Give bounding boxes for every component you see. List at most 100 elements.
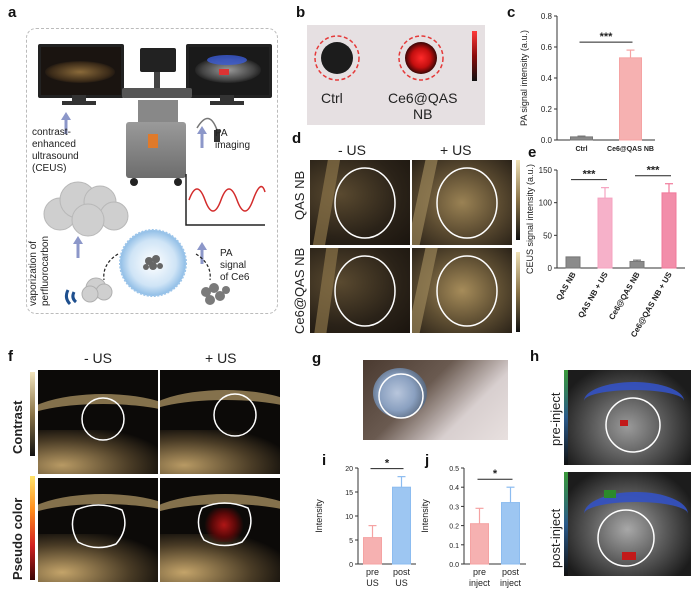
- monitor-pa: [186, 44, 272, 98]
- us-image-ce6-plus: [412, 248, 512, 333]
- x-tick-label: pre: [366, 567, 379, 577]
- row-label-qas-nb: QAS NB: [292, 170, 307, 220]
- x-tick-label: Ce6@QAS NB: [607, 270, 642, 321]
- panel-label-i: i: [322, 452, 327, 469]
- panel-label-f: f: [8, 348, 13, 365]
- schematic-frame: [26, 28, 278, 314]
- col-label-plus-us: + US: [205, 350, 237, 366]
- us-image-ce6-minus: [310, 248, 410, 333]
- bar: [570, 136, 593, 141]
- arrow-up-icon: [197, 126, 207, 148]
- arrow-up-icon: [197, 242, 207, 264]
- pa-colorbar: [472, 31, 477, 81]
- nanobubble-icon: [119, 229, 187, 297]
- contrast-colorbar: [30, 372, 35, 456]
- y-axis-label: CEUS signal intensity (a.u.): [525, 164, 535, 274]
- label-ctrl: Ctrl: [321, 90, 343, 106]
- y-tick-label: 0.0: [449, 562, 459, 569]
- panel-b-background: [307, 25, 485, 125]
- ctrl-sample-well: [314, 35, 360, 81]
- ce6-sample-well: [398, 35, 444, 81]
- significance-marker: *: [493, 468, 498, 480]
- chart-c: 0.0 0.2 0.4 0.6 0.8 PA signal intensity (a.u.…: [519, 12, 655, 153]
- x-tick-label: US: [395, 578, 408, 588]
- bar: [661, 192, 677, 269]
- x-tick-label: US: [366, 578, 379, 588]
- panel-label-e: e: [528, 144, 537, 161]
- label-vaporization: vaporization of perfluorocarbon: [28, 235, 51, 306]
- ceus-colorbar-top: [516, 160, 520, 240]
- label-pa-signal: PA signal of Ce6: [220, 248, 250, 283]
- y-tick-label: 0.6: [541, 43, 553, 52]
- panel-label-c: c: [507, 4, 516, 21]
- y-tick-label: 0.8: [541, 12, 553, 21]
- x-tick-label: inject: [469, 578, 491, 588]
- label-ce6-qas-nb: Ce6@QAS NB: [388, 90, 458, 122]
- y-tick-label: 150: [539, 166, 553, 175]
- significance-marker: ***: [583, 169, 597, 181]
- significance-marker: ***: [600, 31, 614, 43]
- us-image-qas-plus: [412, 160, 512, 245]
- y-axis-label: Intensity: [314, 499, 324, 533]
- x-tick-label: pre: [473, 567, 486, 577]
- y-tick-label: 0.5: [449, 466, 459, 473]
- panel-label-d: d: [292, 130, 302, 147]
- row-label-contrast: Contrast: [10, 400, 25, 454]
- arrow-up-icon: [61, 112, 71, 134]
- mouse-photo: [363, 360, 508, 440]
- us-image-pseudo-plus: [160, 478, 280, 582]
- col-label-plus-us: + US: [440, 142, 472, 158]
- us-image-qas-minus: [310, 160, 410, 245]
- bar: [363, 537, 382, 565]
- monitor-ceus: [38, 44, 124, 98]
- probe-cable: [196, 117, 220, 142]
- y-tick-label: 0: [349, 562, 353, 569]
- significance-marker: *: [385, 458, 390, 470]
- y-tick-label: 50: [543, 231, 552, 240]
- col-label-minus-us: - US: [338, 142, 366, 158]
- y-tick-label: 0.4: [541, 74, 553, 83]
- x-tick-label: QAS NB + US: [576, 270, 610, 320]
- x-tick-label: Ctrl: [575, 146, 587, 153]
- vaporized-bubble-icon: [64, 277, 113, 306]
- y-tick-label: 20: [345, 466, 353, 473]
- us-image-contrast-minus: [38, 370, 158, 474]
- us-image-contrast-plus: [160, 370, 280, 474]
- y-tick-label: 0.4: [449, 485, 459, 492]
- row-label-pseudo-color: Pseudo color: [10, 497, 25, 580]
- dashed-arrows: [103, 253, 211, 281]
- y-tick-label: 100: [539, 199, 553, 208]
- ceus-colorbar-bottom: [516, 252, 520, 332]
- bar: [392, 486, 411, 565]
- bar: [597, 197, 613, 269]
- monitor-ceus-stand: [72, 95, 86, 101]
- monitor-pa-base: [210, 101, 244, 105]
- x-tick-label: Ce6@QAS NB: [607, 146, 654, 153]
- us-image-pseudo-minus: [38, 478, 158, 582]
- x-tick-label: QAS NB: [554, 270, 577, 302]
- chart-j: 0.00.10.20.30.40.5Intensitypreinjectpost…: [420, 466, 526, 588]
- row-label-post-inject: post-inject: [548, 508, 563, 568]
- pa-image-post-inject: [564, 472, 691, 576]
- y-axis-label: Intensity: [420, 499, 430, 533]
- row-label-ce6-qas-nb: Ce6@QAS NB: [292, 247, 307, 334]
- ce6-cluster-icon: [201, 283, 230, 305]
- panel-label-g: g: [312, 350, 322, 367]
- y-tick-label: 10: [345, 514, 353, 521]
- significance-marker: ***: [647, 165, 661, 177]
- monitor-ceus-base: [62, 101, 96, 105]
- cloud-icon: [43, 181, 129, 237]
- x-tick-label: post: [502, 567, 520, 577]
- chart-e: 0 50 100 150 CEUS signal intensity (a.u.) QAS…: [525, 164, 685, 339]
- ultrasound-machine: [118, 48, 198, 188]
- panel-label-h: h: [530, 348, 540, 365]
- bar: [470, 523, 489, 565]
- y-tick-label: 5: [349, 538, 353, 545]
- row-label-pre-inject: pre-inject: [548, 392, 563, 446]
- x-tick-label: inject: [500, 578, 522, 588]
- y-tick-label: 0: [548, 264, 553, 273]
- bar: [501, 502, 520, 565]
- col-label-minus-us: - US: [84, 350, 112, 366]
- y-tick-label: 0.0: [541, 136, 553, 145]
